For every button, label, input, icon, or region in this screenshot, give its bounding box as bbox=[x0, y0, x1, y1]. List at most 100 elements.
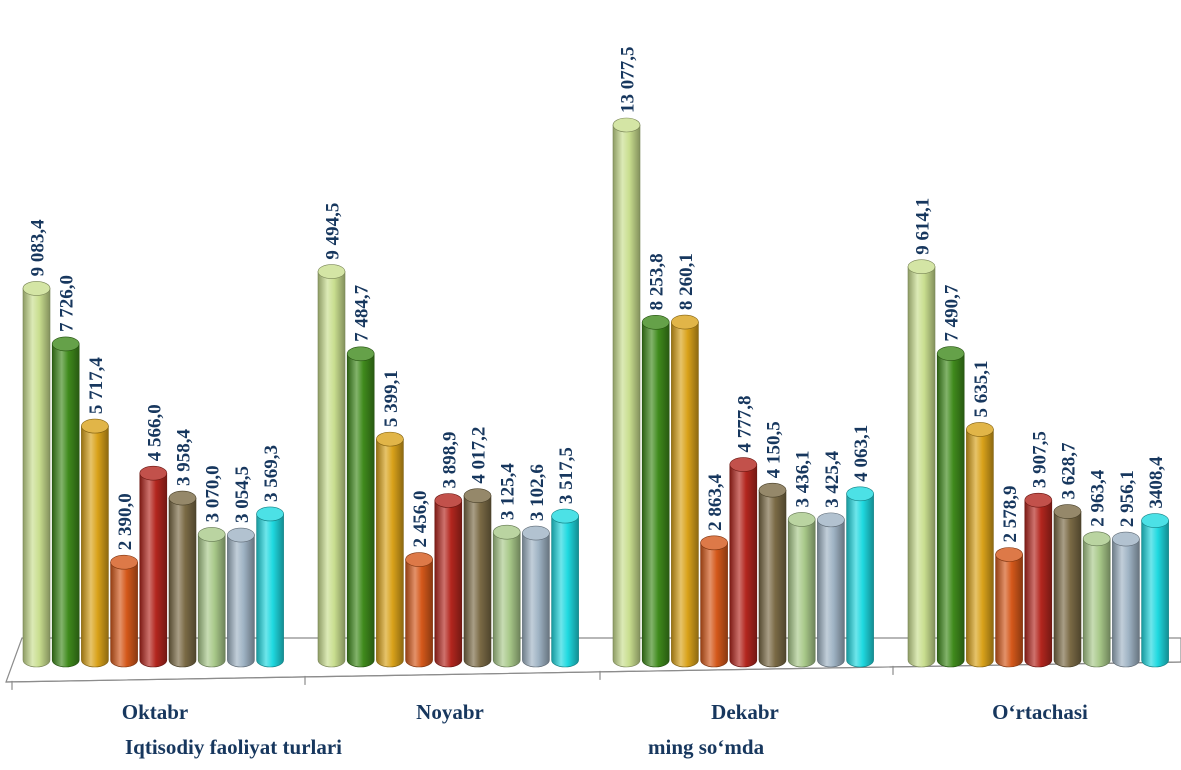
bar-body bbox=[492, 531, 521, 668]
bar-cap bbox=[317, 264, 346, 279]
bar-cap bbox=[729, 457, 758, 472]
data-label: 3 898,9 bbox=[439, 431, 460, 488]
bar-body bbox=[995, 554, 1023, 668]
bar-cap bbox=[671, 314, 699, 330]
bar bbox=[729, 457, 758, 668]
bar-cap bbox=[168, 490, 197, 506]
bar bbox=[22, 281, 51, 668]
category-label-3: O‘rtachasi bbox=[992, 700, 1088, 724]
bar-cap bbox=[758, 482, 787, 498]
bar bbox=[256, 506, 284, 668]
data-label: 3 436,1 bbox=[793, 450, 814, 507]
data-label: 4 063,1 bbox=[851, 425, 872, 482]
bar bbox=[81, 418, 109, 668]
bar-cap bbox=[1141, 513, 1169, 528]
bar-body bbox=[227, 534, 255, 668]
bar bbox=[168, 490, 197, 668]
data-label: 3 907,5 bbox=[1029, 431, 1050, 488]
bar-body bbox=[907, 266, 936, 668]
data-label: 8 253,8 bbox=[647, 253, 668, 310]
data-label: 2 456,0 bbox=[410, 491, 431, 548]
bar bbox=[671, 314, 699, 668]
bar-cap bbox=[110, 554, 138, 570]
data-label: 3 569,3 bbox=[261, 445, 282, 502]
data-label: 7 490,7 bbox=[942, 284, 963, 342]
bar bbox=[641, 315, 670, 668]
unit-note: ming so‘mda bbox=[648, 735, 765, 759]
bar-body bbox=[1141, 520, 1169, 668]
bar-body bbox=[641, 322, 670, 668]
data-label: 2 963,4 bbox=[1088, 469, 1109, 527]
data-label: 9 083,4 bbox=[28, 219, 49, 277]
bar-body bbox=[787, 519, 816, 668]
data-label: 4 777,8 bbox=[734, 396, 755, 453]
data-label: 3 517,5 bbox=[556, 447, 577, 504]
data-label: 3 102,6 bbox=[527, 464, 548, 521]
bar-cap bbox=[346, 346, 375, 362]
bar bbox=[700, 535, 728, 668]
bar-body bbox=[612, 124, 641, 668]
bar-body bbox=[22, 288, 51, 668]
bar bbox=[936, 346, 965, 668]
bar bbox=[995, 547, 1023, 668]
bar bbox=[463, 488, 492, 668]
bar bbox=[907, 259, 936, 668]
bar bbox=[1053, 504, 1082, 668]
bar-body bbox=[846, 493, 874, 668]
data-label: 4 017,2 bbox=[469, 427, 490, 484]
data-label: 5 717,4 bbox=[86, 357, 107, 415]
data-label: 5 635,1 bbox=[971, 360, 992, 417]
bar-cap bbox=[700, 535, 728, 551]
bar-cap bbox=[434, 493, 463, 508]
bar-body bbox=[1082, 538, 1111, 668]
bar bbox=[317, 264, 346, 668]
data-label: 3408,4 bbox=[1146, 456, 1167, 509]
data-label: 3 125,4 bbox=[498, 463, 519, 521]
bars bbox=[22, 117, 1169, 668]
bar bbox=[492, 524, 521, 668]
bar-body bbox=[81, 425, 109, 668]
bar-body bbox=[522, 532, 550, 668]
bar-cap bbox=[966, 422, 994, 437]
bar bbox=[551, 508, 579, 668]
bar bbox=[612, 117, 641, 668]
data-label: 3 628,7 bbox=[1059, 442, 1080, 500]
data-label: 7 484,7 bbox=[352, 284, 373, 342]
data-label: 2 390,0 bbox=[115, 493, 136, 550]
bar-cap bbox=[81, 418, 109, 434]
bar-cap bbox=[787, 512, 816, 527]
bar-body bbox=[729, 464, 758, 668]
bar-cap bbox=[641, 315, 670, 330]
data-label: 8 260,1 bbox=[676, 253, 697, 310]
bar-cap bbox=[612, 117, 641, 133]
bar-body bbox=[817, 519, 845, 668]
bar-body bbox=[256, 513, 284, 668]
bar-cap bbox=[1082, 531, 1111, 547]
bar-cap bbox=[817, 512, 845, 528]
bar-cap bbox=[139, 465, 168, 481]
bar bbox=[139, 465, 168, 668]
bar-cap bbox=[22, 281, 51, 296]
bar-body bbox=[551, 515, 579, 668]
bar-cap bbox=[846, 486, 874, 502]
bar-body bbox=[110, 561, 138, 668]
bar bbox=[405, 552, 433, 668]
bar bbox=[376, 431, 404, 668]
bar-body bbox=[671, 321, 699, 668]
bar bbox=[346, 346, 375, 668]
bar-cap bbox=[1024, 492, 1053, 508]
bar-body bbox=[376, 438, 404, 668]
bar-cap bbox=[463, 488, 492, 503]
data-label: 4 150,5 bbox=[764, 421, 785, 478]
bar-cap bbox=[1053, 504, 1082, 519]
bar-cap bbox=[907, 259, 936, 274]
bar-body bbox=[434, 500, 463, 668]
data-label: 3 070,0 bbox=[203, 465, 224, 522]
bar-body bbox=[1024, 499, 1053, 668]
category-label-1: Noyabr bbox=[416, 700, 484, 724]
bar-cap bbox=[936, 346, 965, 361]
bar-cap bbox=[376, 431, 404, 447]
bar bbox=[227, 527, 255, 668]
bar-cap bbox=[227, 527, 255, 543]
